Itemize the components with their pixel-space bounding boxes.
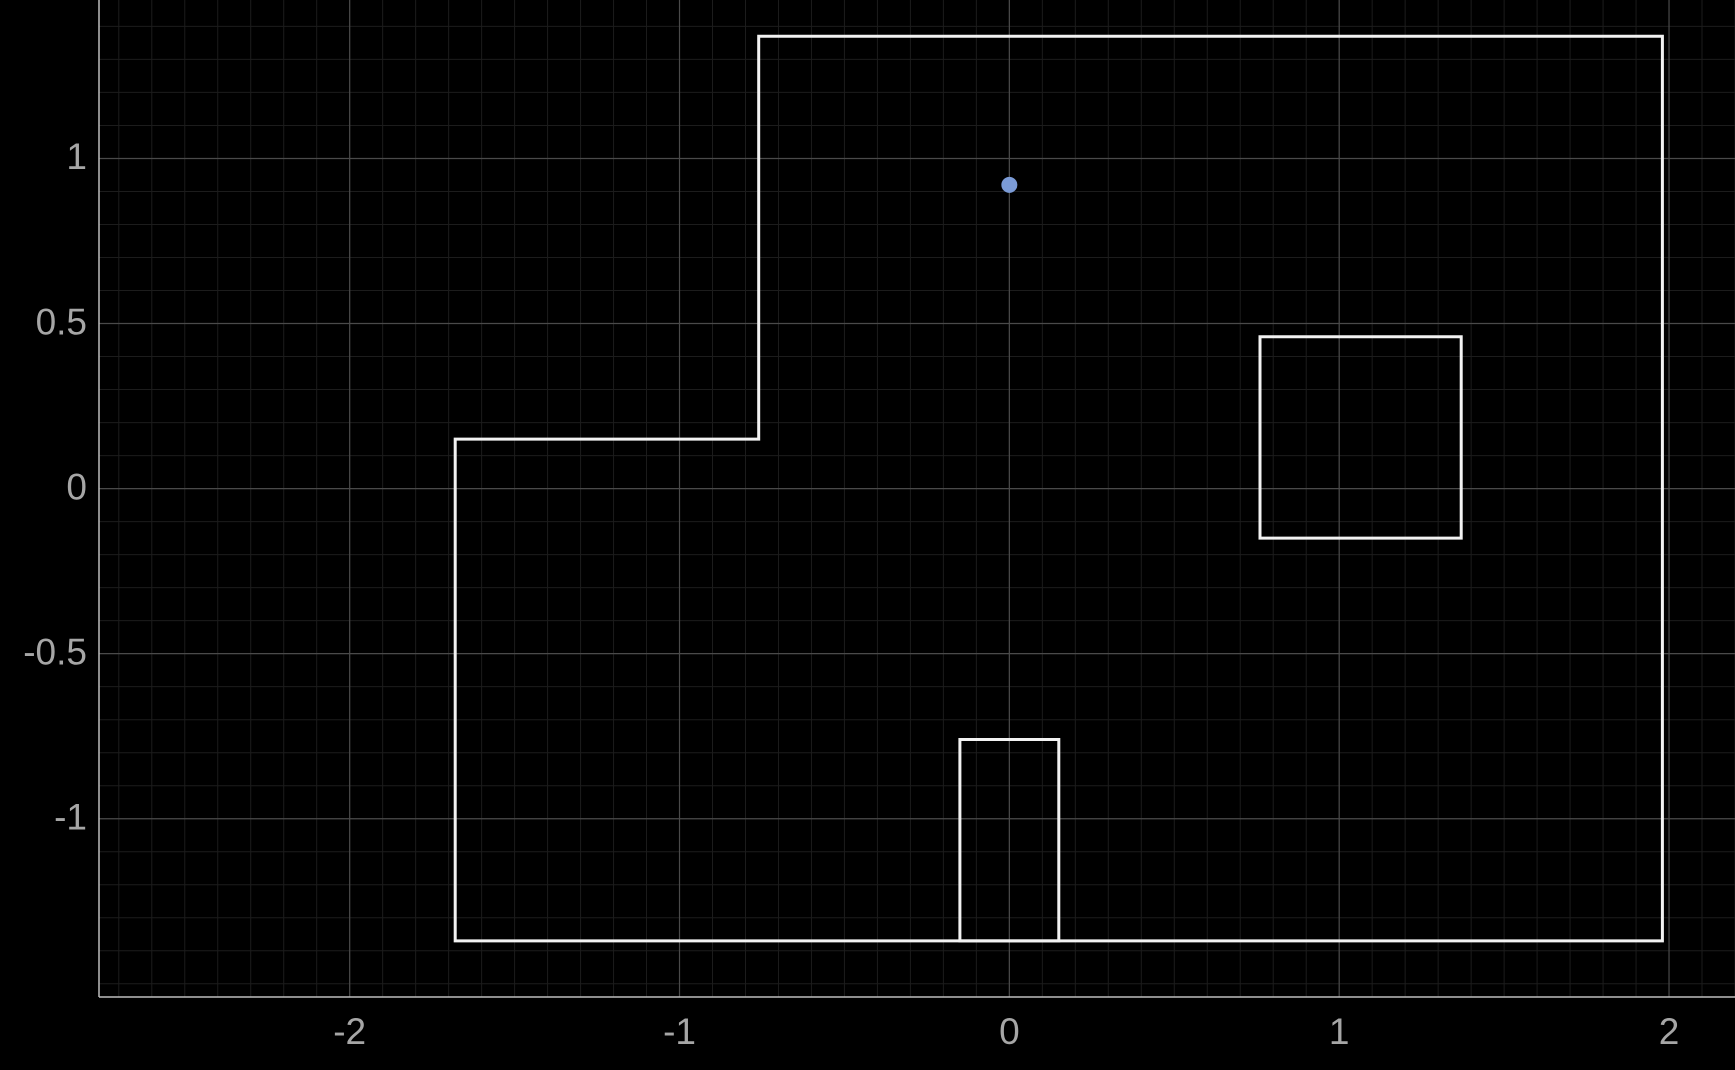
robot-position-marker: [1001, 176, 1018, 193]
y-tick-label: -1: [54, 797, 87, 838]
square-obstacle: [1258, 335, 1463, 540]
markers: [1001, 176, 1018, 193]
x-tick-label: -1: [663, 1011, 696, 1052]
shapes: [453, 34, 1664, 943]
major-grid: [99, 0, 1735, 997]
x-tick-label: 1: [1329, 1011, 1350, 1052]
doorway-obstacle: [958, 738, 1061, 943]
y-tick-label: -0.5: [23, 631, 87, 672]
minor-grid: [99, 0, 1735, 997]
x-tick-labels: -2 -1 0 1 2: [333, 1011, 1679, 1052]
axes: [98, 0, 1735, 998]
x-tick-label: 0: [999, 1011, 1020, 1052]
y-tick-label: 1: [66, 136, 87, 177]
y-tick-labels: 1 0.5 0 -0.5 -1: [23, 136, 87, 837]
y-tick-label: 0.5: [36, 301, 87, 342]
x-tick-label: 2: [1659, 1011, 1680, 1052]
outer-boundary: [453, 34, 1664, 943]
y-tick-label: 0: [66, 466, 87, 507]
x-tick-label: -2: [333, 1011, 366, 1052]
